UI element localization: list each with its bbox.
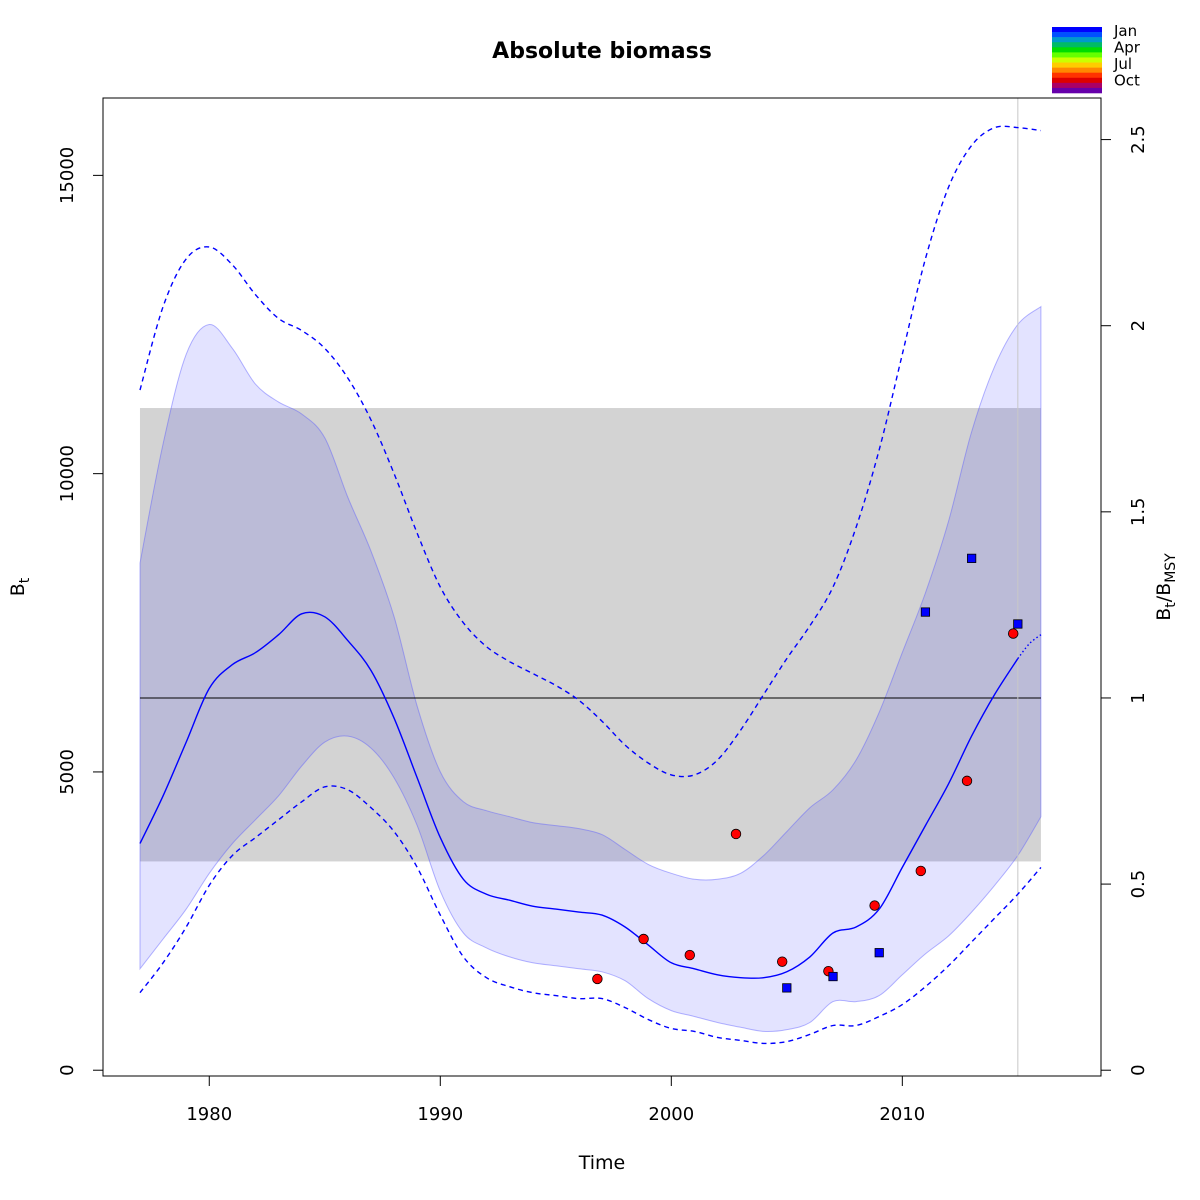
x-axis-label: Time: [578, 1152, 626, 1174]
legend-color-swatch: [1052, 87, 1102, 94]
obs-point-index1: [961, 775, 973, 787]
obs-point-index2: [828, 971, 838, 982]
y2-tick-label: 0: [1128, 1064, 1149, 1075]
series-line-prediction: [1017, 634, 1042, 660]
legend-color-swatch: [1052, 57, 1102, 63]
plot-frame: [102, 97, 1102, 1077]
legend-color-swatch: [1052, 32, 1102, 38]
y-axis-label: Bt: [7, 577, 33, 596]
y2-tick-label: 2: [1128, 320, 1149, 331]
y2-tick-label: 2.5: [1128, 125, 1149, 154]
legend-color-swatch: [1052, 27, 1102, 33]
y2-label-t: t: [1163, 602, 1179, 608]
legend-color-swatch: [1052, 62, 1102, 68]
x-tick-label: 1980: [186, 1104, 232, 1125]
obs-point-index1: [869, 900, 880, 911]
legend-label: Jan: [1113, 22, 1137, 40]
x-tick-label: 2000: [648, 1104, 694, 1125]
obs-point-index2: [782, 983, 792, 993]
axes: 1980 1990 2000 2010 0 5000 10000 15000 0 0.5 1 1.5 2…: [57, 125, 1149, 1125]
y2-label-b: B: [1153, 608, 1175, 621]
legend-color-swatch: [1052, 82, 1102, 89]
series-line-upper: [139, 125, 1041, 778]
obs-point-index2: [1013, 619, 1023, 629]
legend-color-swatch: [1052, 47, 1102, 53]
legend-color-swatch: [1052, 52, 1102, 58]
bmsy-ci-band: [139, 408, 1041, 862]
y-axis-label-sub: t: [17, 577, 33, 583]
legend-color-swatch: [1052, 42, 1102, 48]
legend-label: Oct: [1114, 72, 1140, 90]
y2-tick-label: 1.5: [1128, 497, 1149, 526]
y-tick-label: 10000: [57, 445, 78, 502]
y-tick-label: 0: [57, 1064, 78, 1075]
biomass-ci-band: [139, 305, 1042, 1032]
obs-point-index1: [638, 933, 649, 945]
obs-point-index2: [874, 948, 884, 958]
obs-point-index2: [920, 607, 931, 617]
x-tick-label: 2010: [879, 1104, 925, 1125]
obs-point-index1: [915, 865, 927, 877]
series-line-median: [139, 611, 1019, 979]
y2-tick-label: 0.5: [1128, 870, 1149, 899]
obs-point-index1: [776, 956, 788, 967]
legend-label: Jul: [1113, 55, 1132, 73]
obs-point-index2: [967, 553, 977, 563]
y-axis-label-main: B: [7, 583, 29, 596]
legend-color-swatch: [1052, 67, 1102, 73]
legend-color-swatch: [1052, 72, 1102, 79]
legend-label: Apr: [1114, 39, 1141, 57]
series-line-lower: [139, 785, 1042, 1045]
chart-title: Absolute biomass: [492, 39, 712, 64]
plot-area: [139, 98, 1042, 1076]
y-tick-label: 15000: [57, 147, 78, 204]
obs-point-index1: [592, 973, 603, 985]
obs-point-index1: [1008, 628, 1019, 639]
y-tick-label: 5000: [57, 749, 78, 795]
y2-tick-label: 1: [1128, 692, 1149, 703]
y2-label-msy: MSY: [1163, 553, 1179, 583]
obs-point-index1: [684, 949, 695, 961]
legend-color-swatch: [1052, 37, 1102, 43]
x-tick-label: 1990: [417, 1104, 463, 1125]
y2-axis-label: Bt/BMSY: [1153, 553, 1179, 621]
obs-point-index1: [730, 828, 742, 840]
legend-color-swatch: [1052, 77, 1102, 84]
y2-label-slash: /B: [1153, 583, 1175, 602]
